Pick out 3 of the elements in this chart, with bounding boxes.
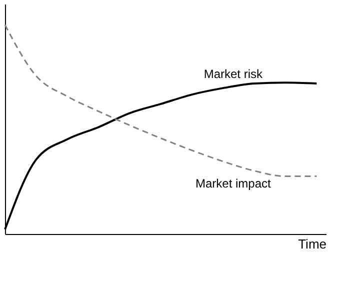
- x-axis-title: Time: [298, 236, 326, 252]
- series-label: Market impact: [195, 176, 272, 190]
- series-label: Market risk: [204, 67, 264, 82]
